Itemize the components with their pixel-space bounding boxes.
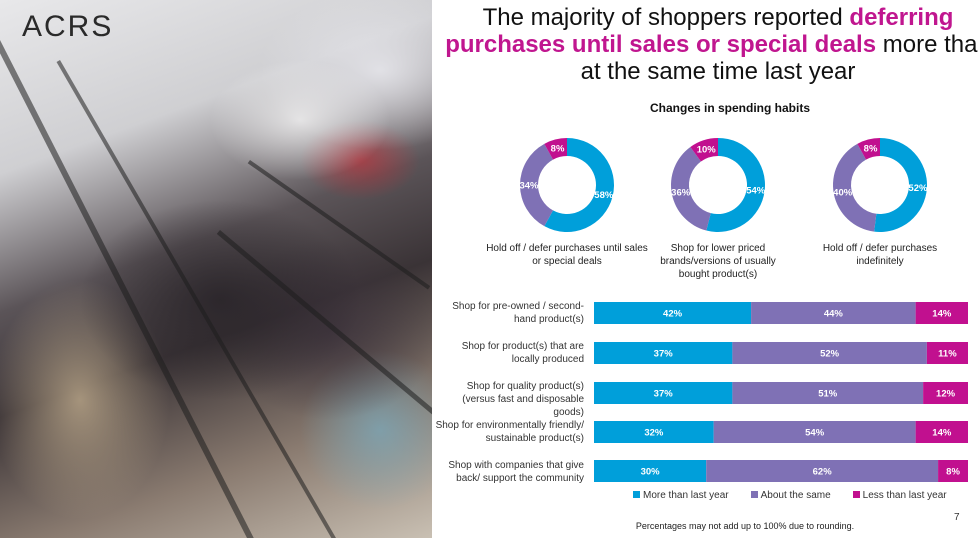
donut-data-label: 36%	[671, 188, 691, 199]
bar-segment	[732, 382, 924, 404]
bar-category-label: Shop for environmentally friendly/ susta…	[435, 420, 584, 444]
bar-segment	[706, 460, 939, 482]
donut-data-label: 34%	[519, 181, 539, 192]
bar-segment	[594, 302, 752, 324]
bar-data-label: 37%	[654, 349, 674, 360]
bar-data-label: 51%	[818, 389, 838, 400]
shopping-mall-photo: ACRS	[0, 0, 432, 538]
bar-data-label: 8%	[946, 467, 960, 478]
slide-title: The majority of shoppers reported deferr…	[445, 4, 978, 85]
bar-data-label: 54%	[805, 428, 825, 439]
donut-caption: Hold off / defer purchases indefinitely	[822, 243, 938, 267]
bar-data-label: 42%	[663, 309, 683, 320]
bar-segment	[594, 460, 707, 482]
donut-data-label: 40%	[833, 188, 853, 199]
donut-data-label: 8%	[551, 144, 565, 155]
donut-data-label: 54%	[746, 185, 766, 196]
bar-category-label: Shop for quality product(s) (versus fast…	[462, 381, 584, 418]
bar-segment	[938, 460, 968, 482]
bar-data-label: 62%	[813, 467, 833, 478]
legend-item-less: Less than last year	[852, 490, 947, 501]
bar-category-label: Shop for product(s) that are locally pro…	[461, 341, 584, 365]
donut-slice	[690, 138, 718, 162]
bar-data-label: 11%	[938, 349, 957, 360]
donut-slice	[874, 138, 927, 232]
bar-segment	[926, 342, 968, 364]
bar-data-label: 12%	[936, 389, 956, 400]
donut-slice	[833, 143, 877, 232]
donut-caption: Shop for lower priced brands/versions of…	[660, 243, 776, 280]
bar-segment	[751, 302, 916, 324]
donut-slice	[520, 143, 554, 227]
legend-item-more: More than last year	[633, 490, 729, 501]
donut-chart-title: Changes in spending habits	[649, 101, 810, 115]
donut-data-label: 52%	[908, 183, 928, 194]
acrs-logo: ACRS	[22, 10, 114, 43]
donut-slice	[670, 146, 711, 231]
bar-data-label: 14%	[932, 428, 952, 439]
footnote: Percentages may not add up to 100% due t…	[635, 521, 855, 531]
bar-segment	[732, 342, 927, 364]
legend-label: About the same	[760, 490, 831, 501]
donut-slice	[544, 138, 614, 232]
donut-slice	[706, 138, 765, 232]
legend-item-same: About the same	[750, 490, 831, 501]
donut-data-label: 10%	[697, 144, 717, 155]
chart-legend: More than last year About the same Less …	[633, 490, 947, 501]
donut-data-label: 58%	[594, 190, 614, 201]
bar-data-label: 14%	[932, 309, 952, 320]
legend-label: More than last year	[643, 490, 729, 501]
donut-data-label: 8%	[864, 144, 878, 155]
bar-category-label: Shop with companies that give back/ supp…	[448, 460, 584, 484]
page-number: 7	[954, 512, 960, 523]
bar-segment	[915, 302, 968, 324]
bar-segment	[923, 382, 968, 404]
bar-data-label: 52%	[820, 349, 840, 360]
bar-data-label: 37%	[654, 389, 674, 400]
bar-data-label: 30%	[641, 467, 661, 478]
bar-segment	[915, 421, 968, 443]
donut-slice	[544, 138, 567, 160]
bar-segment	[594, 382, 733, 404]
donut-caption: Hold off / defer purchases until sales o…	[486, 243, 648, 267]
bar-data-label: 44%	[824, 309, 844, 320]
legend-label: Less than last year	[862, 490, 947, 501]
bar-segment	[594, 342, 733, 364]
bar-segment	[594, 421, 714, 443]
bar-category-label: Shop for pre-owned / second-hand product…	[452, 301, 584, 325]
donut-slice	[857, 138, 880, 160]
bar-segment	[713, 421, 916, 443]
bar-data-label: 32%	[644, 428, 664, 439]
